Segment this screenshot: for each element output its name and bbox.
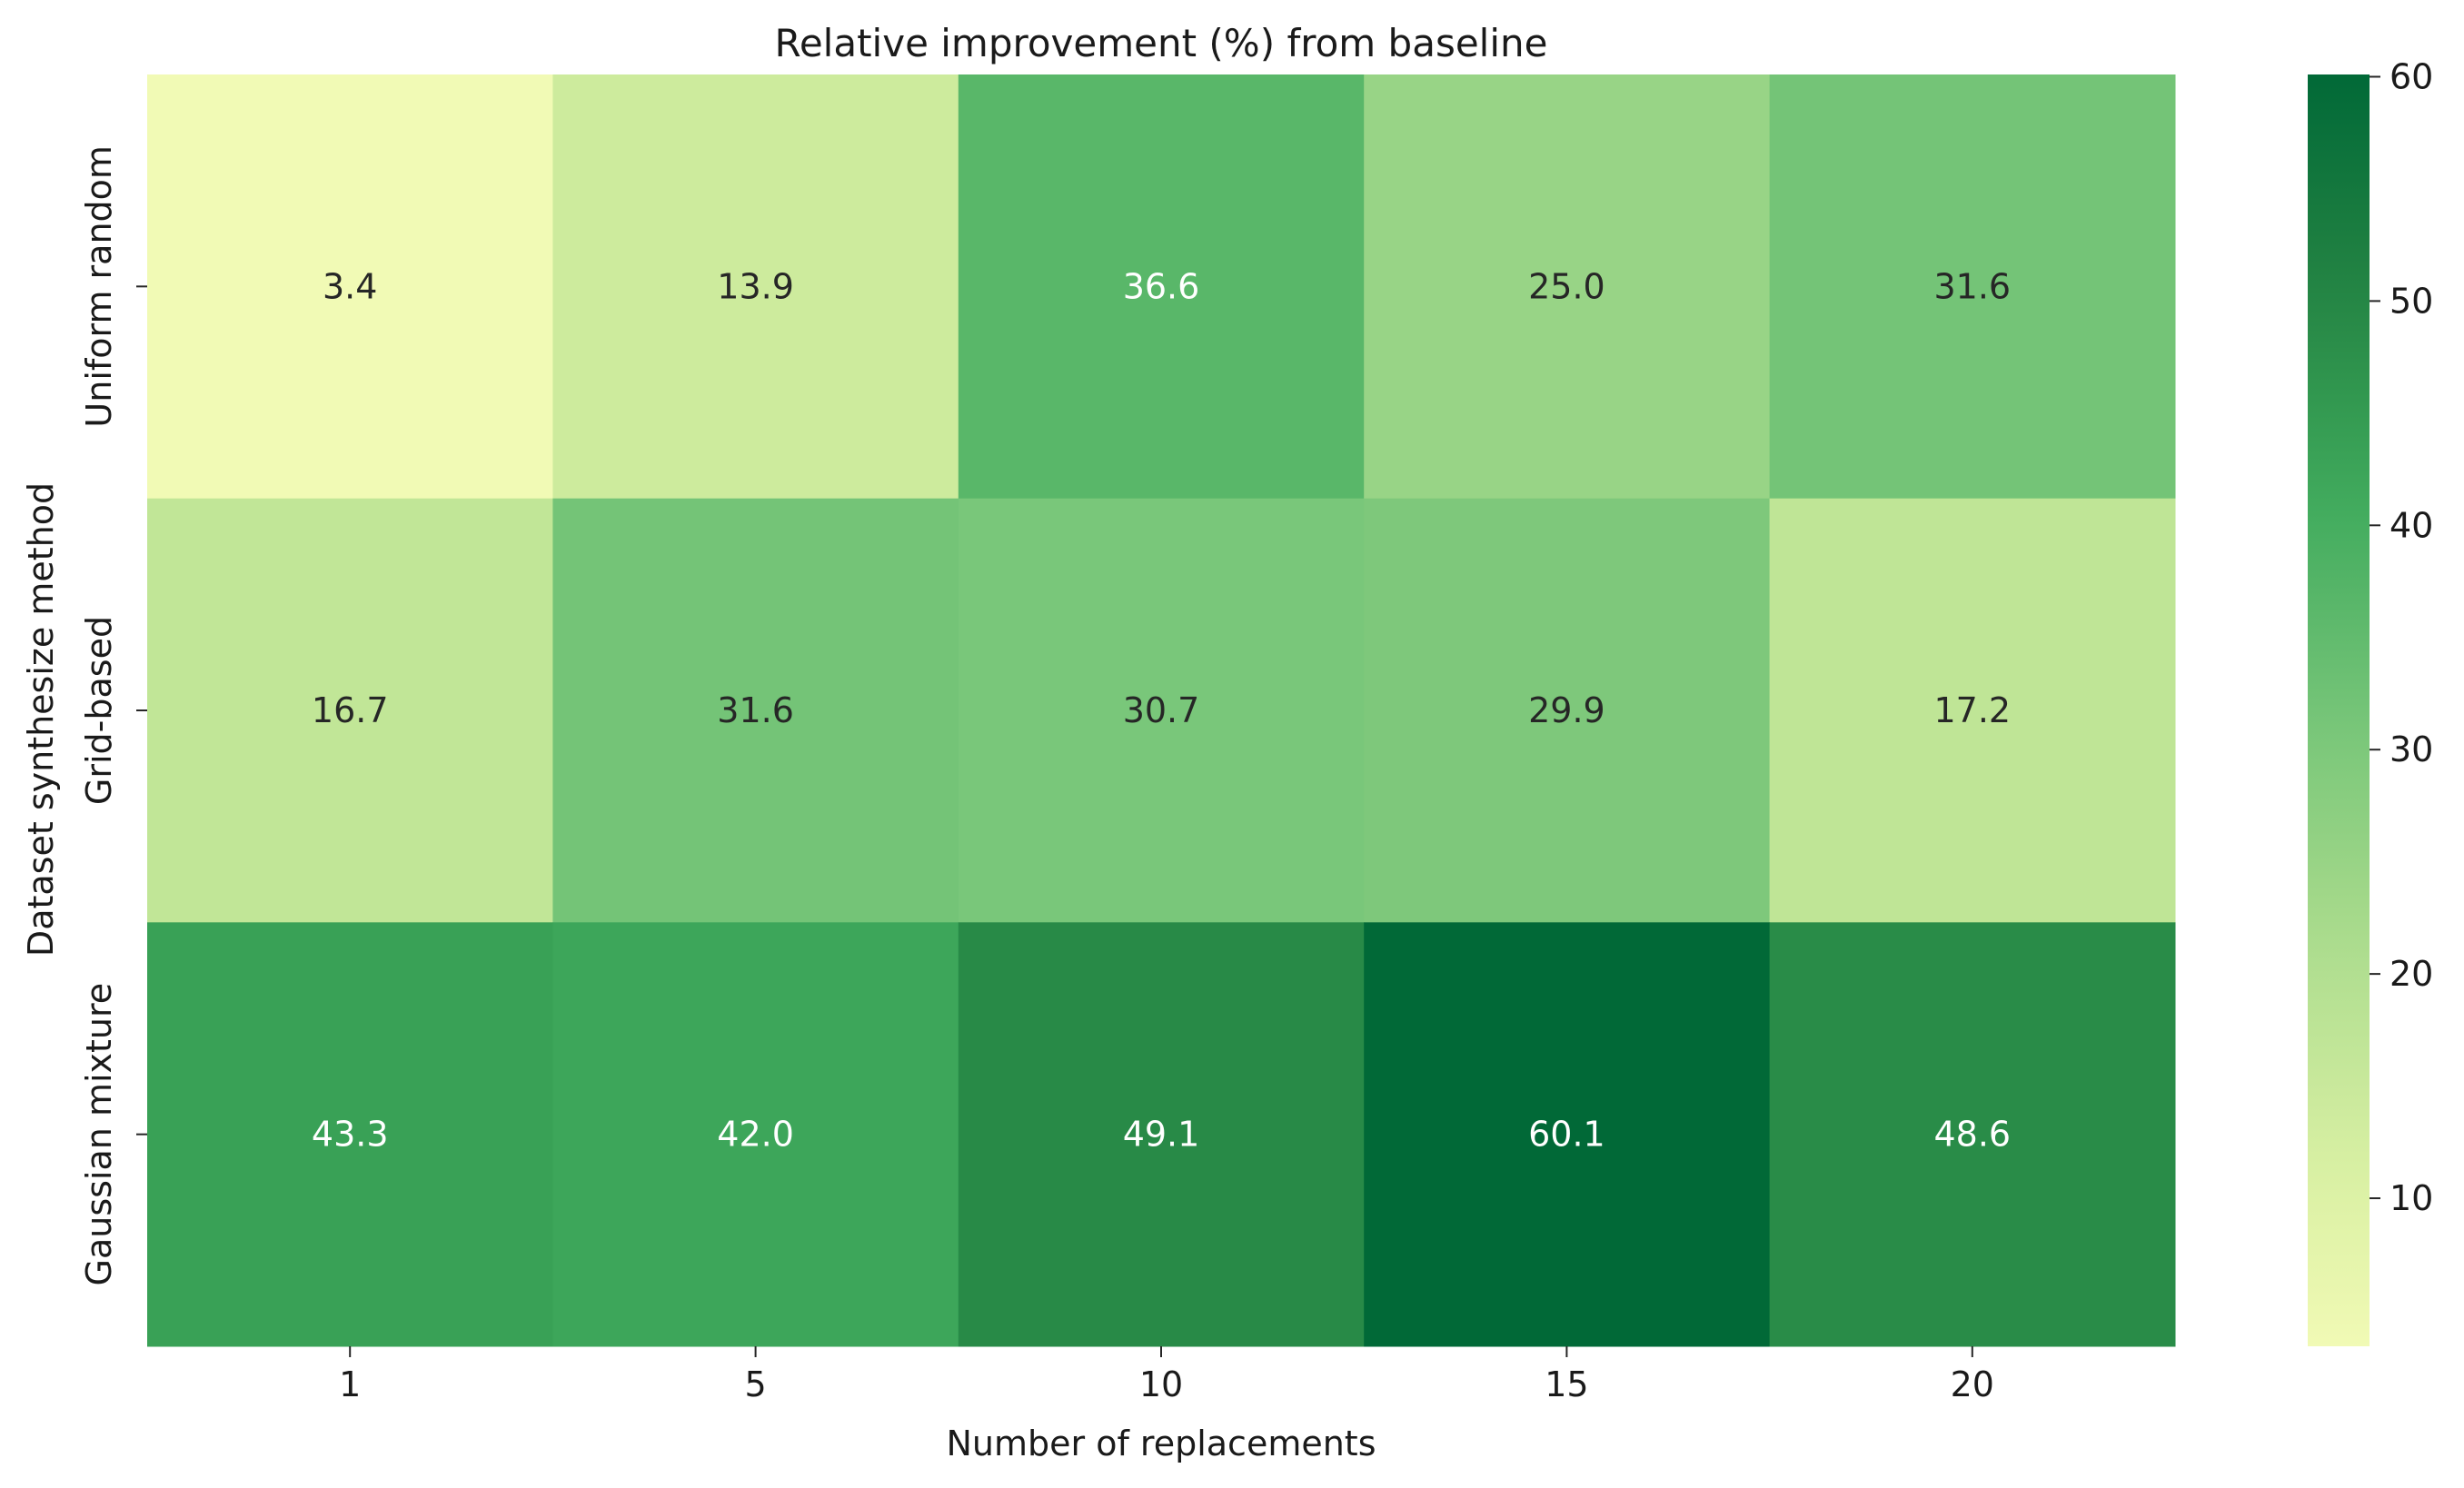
cell-value-label: 16.7 <box>312 690 389 730</box>
heatmap-cell <box>552 498 959 923</box>
y-tick-label: Gaussian mixture <box>79 983 119 1286</box>
cell-value-label: 29.9 <box>1528 690 1605 730</box>
cell-value-label: 17.2 <box>1933 690 2011 730</box>
cell-value-label: 30.7 <box>1123 690 1200 730</box>
heatmap-annotations: 3.4 13.9 36.6 25.0 31.6 16.7 31.6 30.7 29.9 17.2 4… <box>312 266 2011 1154</box>
colorbar-tick-label: 60 <box>2389 56 2433 96</box>
heatmap-cell <box>1769 922 2176 1347</box>
colorbar-gradient <box>2308 74 2370 1346</box>
colorbar: 10 20 30 40 50 60 <box>2308 56 2433 1346</box>
cell-value-label: 49.1 <box>1123 1115 1200 1155</box>
y-tick-label: Uniform random <box>79 145 119 428</box>
x-tick-label: 20 <box>1951 1364 1994 1404</box>
heatmap-cell <box>1364 922 1771 1347</box>
colorbar-tick-label: 10 <box>2389 1178 2433 1218</box>
x-tick-label: 1 <box>339 1364 361 1404</box>
y-axis: Uniform random Grid-based Gaussian mixture <box>79 145 147 1285</box>
x-tick-label: 10 <box>1139 1364 1183 1404</box>
cell-value-label: 48.6 <box>1933 1115 2011 1155</box>
cell-value-label: 42.0 <box>717 1115 794 1155</box>
heatmap-cell <box>552 922 959 1347</box>
heatmap-cell <box>147 922 553 1347</box>
heatmap-cell <box>147 498 553 923</box>
cell-value-label: 31.6 <box>1933 266 2011 306</box>
x-axis: 1 5 10 15 20 <box>339 1346 1994 1404</box>
heatmap-cells <box>147 74 2176 1347</box>
cell-value-label: 31.6 <box>717 690 794 730</box>
colorbar-tick-label: 50 <box>2389 281 2433 321</box>
colorbar-tick-label: 20 <box>2389 954 2433 994</box>
heatmap-cell <box>1769 74 2176 500</box>
chart-title: Relative improvement (%) from baseline <box>775 21 1548 65</box>
heatmap-cell <box>1769 498 2176 923</box>
heatmap-cell <box>958 922 1365 1347</box>
heatmap-cell <box>958 74 1365 500</box>
colorbar-tick-label: 30 <box>2389 729 2433 769</box>
heatmap-cell <box>958 498 1365 923</box>
x-tick-label: 15 <box>1545 1364 1588 1404</box>
y-axis-label: Dataset synthesize method <box>21 482 61 957</box>
colorbar-tick-label: 40 <box>2389 505 2433 545</box>
cell-value-label: 36.6 <box>1123 266 1200 306</box>
cell-value-label: 13.9 <box>717 266 794 306</box>
x-axis-label: Number of replacements <box>946 1424 1376 1463</box>
heatmap-cell <box>552 74 959 500</box>
cell-value-label: 60.1 <box>1528 1115 1605 1155</box>
y-tick-label: Grid-based <box>79 616 119 805</box>
heatmap-cell <box>1364 498 1771 923</box>
cell-value-label: 43.3 <box>312 1115 389 1155</box>
cell-value-label: 3.4 <box>323 266 377 306</box>
cell-value-label: 25.0 <box>1528 266 1605 306</box>
x-tick-label: 5 <box>745 1364 767 1404</box>
heatmap-cell <box>147 74 553 500</box>
heatmap-cell <box>1364 74 1771 500</box>
